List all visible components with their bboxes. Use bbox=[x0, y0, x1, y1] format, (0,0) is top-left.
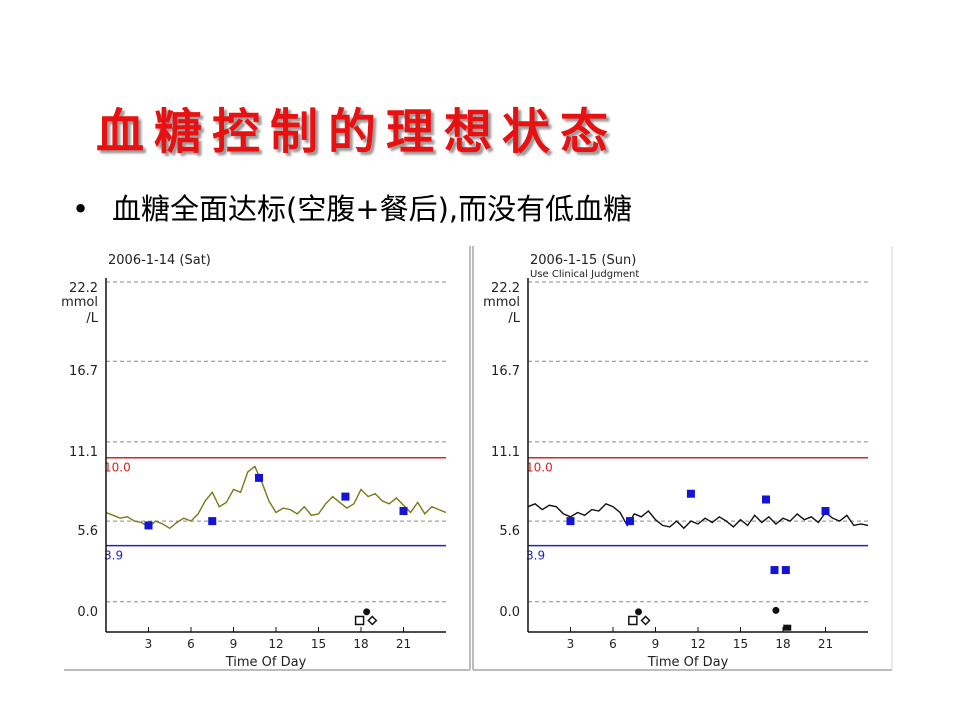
y-axis-label: /L bbox=[86, 311, 98, 326]
x-axis-label: Time Of Day bbox=[225, 655, 307, 670]
event-marker-square bbox=[354, 615, 365, 626]
meter-reading-point bbox=[762, 495, 770, 504]
y-axis-label: mmol bbox=[483, 295, 520, 310]
event-marker-square bbox=[628, 615, 638, 626]
lower-limit-label: 3.9 bbox=[104, 549, 123, 563]
sensor-trace-line bbox=[105, 465, 447, 530]
x-tick-label: 15 bbox=[733, 637, 748, 651]
x-tick-label: 9 bbox=[230, 637, 238, 651]
y-tick-label: 5.6 bbox=[499, 524, 520, 539]
y-tick-label: 16.7 bbox=[491, 364, 520, 379]
y-tick-label: 11.1 bbox=[491, 445, 520, 460]
x-tick-label: 21 bbox=[396, 637, 411, 651]
event-marker-black-square bbox=[783, 624, 792, 631]
x-tick-label: 6 bbox=[609, 637, 617, 651]
chart-subtitle: Use Clinical Judgment bbox=[530, 269, 639, 280]
y-tick-label: 22.2 bbox=[491, 281, 520, 296]
x-tick-label: 12 bbox=[268, 637, 283, 651]
lower-limit-label: 3.9 bbox=[526, 549, 545, 563]
x-tick-label: 18 bbox=[775, 637, 790, 651]
chart-panel-1: 2006-1-14 (Sat) 22.2 16.7 11.1 5.6 0.0 mmol/L 1… bbox=[61, 246, 471, 671]
meter-reading-point bbox=[686, 489, 695, 498]
x-tick-label: 3 bbox=[145, 637, 153, 651]
x-tick-label: 21 bbox=[818, 637, 833, 651]
slide-title: 血糖控制的理想状态 bbox=[96, 104, 619, 160]
y-tick-label: 0.0 bbox=[77, 605, 98, 620]
event-marker-dot bbox=[363, 608, 371, 616]
meter-reading-point bbox=[208, 517, 217, 526]
meter-reading-point bbox=[566, 517, 575, 526]
meter-reading-point bbox=[255, 473, 263, 482]
x-tick-label: 18 bbox=[353, 637, 368, 651]
x-tick-label: 3 bbox=[567, 637, 575, 651]
meter-reading-point bbox=[626, 517, 634, 526]
meter-reading-point bbox=[770, 566, 779, 575]
upper-limit-label: 10.0 bbox=[526, 461, 553, 475]
event-marker-dot bbox=[772, 606, 780, 614]
x-tick-label: 6 bbox=[187, 637, 195, 651]
chart-panel-2: 2006-1-15 (Sun)Use Clinical Judgment 22.2… bbox=[472, 246, 893, 671]
x-tick-label: 9 bbox=[652, 637, 660, 651]
meter-reading-point bbox=[821, 507, 830, 516]
chart-title: 2006-1-15 (Sun) bbox=[530, 253, 636, 268]
y-tick-label: 11.1 bbox=[69, 445, 98, 460]
y-tick-label: 0.0 bbox=[499, 605, 520, 620]
meter-reading-point bbox=[144, 521, 153, 530]
y-tick-label: 16.7 bbox=[69, 364, 98, 379]
bullet-dot: • bbox=[72, 192, 90, 226]
event-marker-diamond bbox=[367, 615, 378, 626]
y-tick-label: 22.2 bbox=[69, 281, 98, 296]
y-tick-label: 5.6 bbox=[77, 524, 98, 539]
upper-limit-label: 10.0 bbox=[104, 461, 131, 475]
chart-title: 2006-1-14 (Sat) bbox=[108, 253, 211, 268]
y-axis-label: /L bbox=[508, 311, 520, 326]
x-tick-label: 12 bbox=[690, 637, 705, 651]
meter-reading-point bbox=[341, 492, 350, 501]
bullet-text: 血糖全面达标(空腹+餐后),而没有低血糖 bbox=[112, 192, 633, 226]
meter-reading-point bbox=[781, 566, 790, 575]
event-marker-dot bbox=[635, 608, 642, 616]
sensor-trace-line bbox=[527, 502, 869, 530]
y-axis-label: mmol bbox=[61, 295, 98, 310]
meter-reading-point bbox=[399, 507, 408, 516]
x-tick-label: 15 bbox=[311, 637, 326, 651]
event-marker-diamond bbox=[640, 615, 651, 626]
x-axis-label: Time Of Day bbox=[647, 655, 729, 670]
bullet-item: • 血糖全面达标(空腹+餐后),而没有低血糖 bbox=[72, 186, 632, 228]
